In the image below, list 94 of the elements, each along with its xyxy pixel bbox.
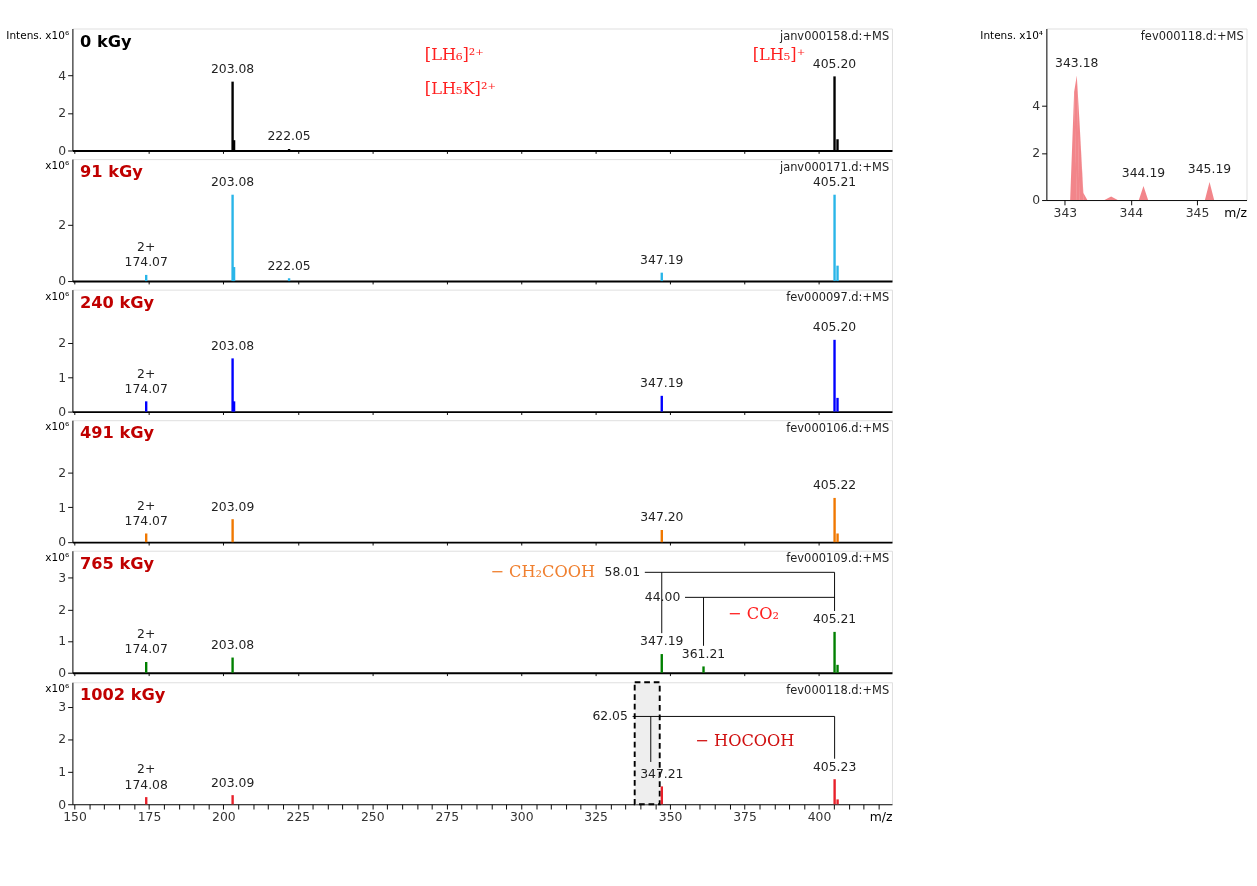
x-axis-title: m/z <box>869 809 893 824</box>
annotation: 405.22 <box>812 478 857 493</box>
y-tick-label: 4 <box>58 68 67 83</box>
annotation: 203.08 <box>210 175 255 190</box>
y-tick-label: 0 <box>58 274 67 289</box>
x-tick-label: 250 <box>360 809 385 824</box>
annotation: 405.21 <box>812 612 857 627</box>
y-tick-label: 0 <box>1032 193 1041 208</box>
y-tick-label: 2 <box>58 465 67 480</box>
annotation: 347.19 <box>640 253 684 268</box>
x-tick-label: 175 <box>137 809 162 824</box>
annotation: 203.08 <box>210 637 255 652</box>
y-tick-label: 3 <box>58 570 67 585</box>
y-tick-label: 2 <box>58 602 67 617</box>
annotation: [LH₅K]²⁺ <box>424 79 496 99</box>
y-axis-title: x10⁶ <box>45 159 70 172</box>
annotation: 222.05 <box>267 258 311 273</box>
y-tick-label: 2 <box>58 106 67 121</box>
annotation: 405.20 <box>812 320 857 335</box>
chart-subtitle: fev000118.d:+MS <box>786 682 890 697</box>
chart-subtitle: fev000118.d:+MS <box>1140 28 1244 43</box>
x-tick-label: 343 <box>1053 205 1078 220</box>
annotation: 58.01 <box>604 565 641 580</box>
annotation: 361.21 <box>681 646 726 661</box>
y-axis-title: Intens. x10⁴ <box>980 28 1044 41</box>
y-tick-label: 0 <box>58 143 67 158</box>
annotation: 203.09 <box>210 775 255 790</box>
annotation: 2+ 174.08 <box>124 762 168 792</box>
chart-subtitle: janv000171.d:+MS <box>778 159 890 174</box>
chart-title: 1002 kGy <box>80 685 166 705</box>
annotation: 62.05 <box>592 709 628 724</box>
x-tick-label: 225 <box>286 809 311 824</box>
annotation: − CH₂COOH <box>490 562 596 582</box>
annotation: 347.21 <box>640 766 684 781</box>
annotation: 2+ 174.07 <box>124 627 168 657</box>
x-tick-label: 345 <box>1185 205 1210 220</box>
annotation: 222.05 <box>267 129 311 144</box>
x-tick-label: 400 <box>807 809 832 824</box>
annotation: 203.08 <box>210 338 255 353</box>
x-tick-label: 275 <box>435 809 460 824</box>
annotation: − CO₂ <box>728 603 779 623</box>
y-tick-label: 1 <box>58 370 67 385</box>
annotation: 347.19 <box>640 634 684 649</box>
y-tick-label: 2 <box>1032 146 1041 161</box>
annotation: 343.18 <box>1055 55 1099 70</box>
y-tick-label: 1 <box>58 500 67 515</box>
annotation: − HOCOOH <box>695 730 795 750</box>
annotation: 345.19 <box>1187 162 1232 177</box>
annotation: 405.20 <box>812 56 857 71</box>
y-tick-label: 0 <box>58 666 67 681</box>
x-tick-label: 150 <box>63 809 87 824</box>
annotation: 2+ 174.07 <box>124 240 168 270</box>
x-tick-label: 200 <box>212 809 236 824</box>
y-tick-label: 0 <box>58 797 67 812</box>
chart-subtitle: fev000109.d:+MS <box>786 551 890 566</box>
annotation: 344.19 <box>1121 166 1166 181</box>
y-tick-label: 1 <box>58 634 67 649</box>
annotation: 347.20 <box>640 510 684 525</box>
chart-title: 240 kGy <box>80 292 155 312</box>
y-axis-title: x10⁶ <box>45 289 70 302</box>
y-tick-label: 0 <box>58 404 67 419</box>
y-axis-title: x10⁶ <box>45 550 70 563</box>
x-tick-label: 375 <box>733 809 757 824</box>
chart-subtitle: fev000097.d:+MS <box>786 290 890 305</box>
y-axis-title: x10⁶ <box>45 420 70 433</box>
chart-subtitle: fev000106.d:+MS <box>786 420 890 435</box>
chart-title: 91 kGy <box>80 162 144 182</box>
y-axis-title: Intens. x10⁶ <box>6 28 70 41</box>
y-tick-label: 2 <box>58 218 67 233</box>
x-tick-label: 325 <box>584 809 608 824</box>
x-tick-label: 350 <box>658 809 683 824</box>
chart-subtitle: janv000158.d:+MS <box>778 28 890 43</box>
chart-title: 765 kGy <box>80 553 155 573</box>
x-tick-label: 344 <box>1119 205 1144 220</box>
annotation: 203.08 <box>210 62 255 77</box>
y-tick-label: 1 <box>58 765 67 780</box>
chart-title: 491 kGy <box>80 423 155 443</box>
annotation: 203.09 <box>210 499 255 514</box>
y-tick-label: 0 <box>58 535 67 550</box>
annotation: [LH₅]⁺ <box>752 45 806 65</box>
x-tick-label: 300 <box>509 809 534 824</box>
y-tick-label: 4 <box>1032 99 1041 114</box>
annotation: 405.23 <box>812 759 857 774</box>
x-axis-title: m/z <box>1224 205 1247 220</box>
annotation: 2+ 174.07 <box>124 366 168 396</box>
y-tick-label: 3 <box>58 699 67 714</box>
y-tick-label: 2 <box>58 732 67 747</box>
annotation: [LH₆]²⁺ <box>424 45 484 65</box>
y-tick-label: 2 <box>58 336 67 351</box>
annotation: 405.21 <box>812 175 857 190</box>
annotation: 347.19 <box>640 376 684 391</box>
y-axis-title: x10⁶ <box>45 682 70 695</box>
annotation: 2+ 174.07 <box>124 498 168 528</box>
chart-title: 0 kGy <box>80 31 132 51</box>
